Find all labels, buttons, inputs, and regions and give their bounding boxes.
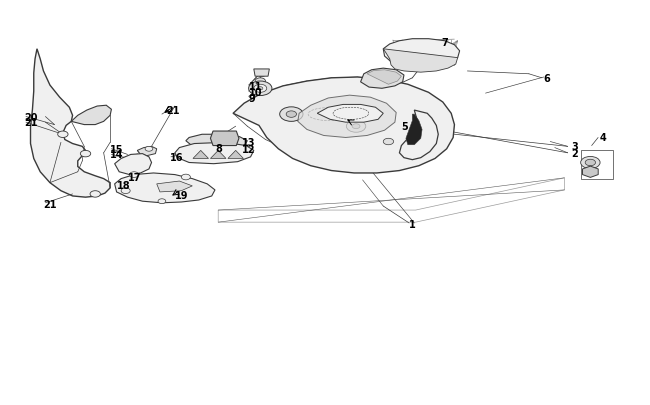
- Circle shape: [58, 132, 68, 138]
- Circle shape: [280, 108, 303, 122]
- Polygon shape: [367, 70, 401, 85]
- Polygon shape: [157, 181, 192, 192]
- Text: 4: 4: [600, 133, 607, 143]
- Polygon shape: [114, 173, 215, 203]
- Circle shape: [121, 188, 130, 194]
- Polygon shape: [211, 151, 226, 159]
- Circle shape: [81, 151, 91, 158]
- Polygon shape: [298, 96, 396, 138]
- Polygon shape: [211, 132, 239, 146]
- Polygon shape: [384, 40, 460, 68]
- Text: 9: 9: [249, 94, 255, 104]
- Polygon shape: [582, 167, 598, 178]
- Text: 18: 18: [116, 181, 130, 191]
- Text: 2: 2: [571, 149, 578, 158]
- Polygon shape: [384, 50, 458, 73]
- Circle shape: [181, 175, 190, 180]
- Text: 5: 5: [401, 122, 408, 132]
- Polygon shape: [193, 151, 209, 159]
- Text: 19: 19: [175, 190, 188, 200]
- Circle shape: [158, 199, 166, 204]
- Polygon shape: [114, 154, 151, 175]
- Text: 14: 14: [110, 150, 124, 160]
- Circle shape: [585, 160, 595, 166]
- Circle shape: [580, 157, 600, 169]
- Circle shape: [145, 147, 153, 152]
- Polygon shape: [31, 50, 110, 198]
- Text: 21: 21: [166, 106, 180, 116]
- Text: 13: 13: [242, 138, 255, 148]
- Circle shape: [254, 85, 266, 93]
- Text: 17: 17: [127, 173, 141, 183]
- Circle shape: [346, 121, 366, 133]
- Circle shape: [218, 135, 231, 143]
- Text: 20: 20: [24, 112, 38, 122]
- Polygon shape: [72, 106, 111, 125]
- Circle shape: [255, 79, 265, 85]
- Text: 11: 11: [249, 82, 262, 92]
- Text: 3: 3: [571, 142, 578, 152]
- Text: 21: 21: [44, 200, 57, 209]
- Polygon shape: [400, 111, 438, 160]
- Polygon shape: [361, 69, 404, 89]
- Text: 21: 21: [24, 118, 38, 128]
- Text: 12: 12: [242, 145, 255, 154]
- Circle shape: [129, 173, 138, 178]
- Polygon shape: [406, 115, 422, 145]
- Polygon shape: [186, 135, 248, 150]
- Circle shape: [384, 139, 394, 145]
- Circle shape: [249, 82, 272, 96]
- Circle shape: [257, 87, 263, 91]
- Polygon shape: [233, 78, 454, 173]
- Polygon shape: [175, 143, 254, 164]
- Polygon shape: [228, 151, 244, 159]
- Text: 15: 15: [110, 145, 124, 154]
- Polygon shape: [317, 105, 384, 123]
- Text: 6: 6: [544, 74, 551, 83]
- Circle shape: [90, 191, 100, 198]
- Text: 1: 1: [409, 220, 416, 230]
- Text: 10: 10: [249, 88, 262, 98]
- Text: 16: 16: [170, 152, 183, 162]
- Text: 7: 7: [441, 37, 448, 47]
- Circle shape: [586, 170, 594, 175]
- Circle shape: [352, 124, 360, 129]
- Polygon shape: [137, 147, 157, 156]
- Circle shape: [257, 72, 266, 77]
- Text: 8: 8: [215, 143, 222, 153]
- Circle shape: [286, 112, 296, 118]
- Polygon shape: [254, 70, 269, 77]
